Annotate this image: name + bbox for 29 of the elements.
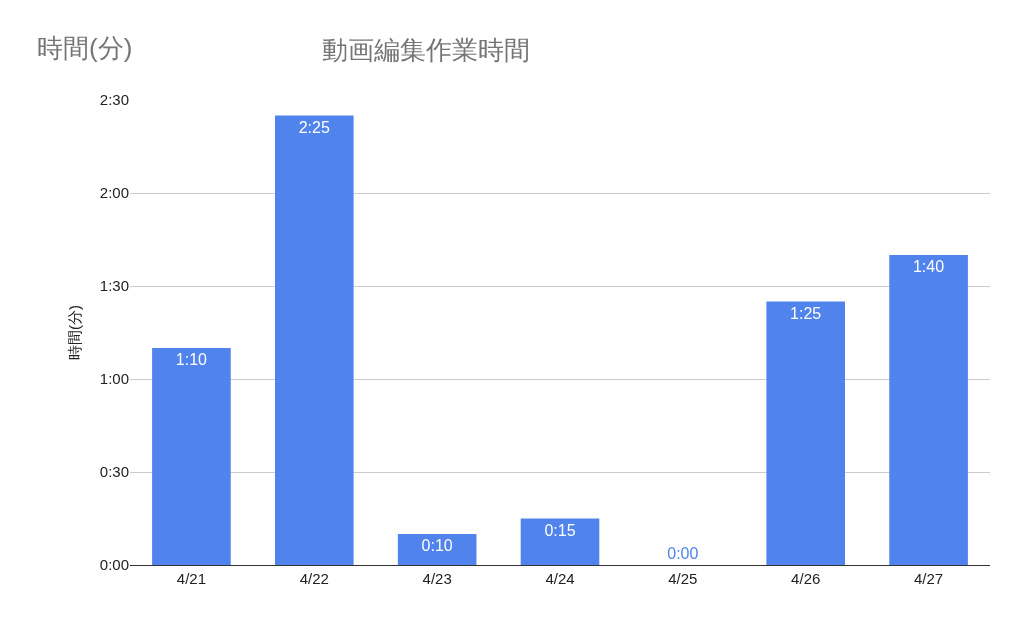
y-tick-label: 1:00 (99, 370, 129, 388)
y-axis-title: 時間(分) (66, 305, 84, 360)
x-tick-label: 4/22 (299, 570, 329, 587)
bar (397, 534, 477, 565)
bar (766, 301, 846, 565)
x-tick-label: 4/21 (176, 570, 207, 587)
x-tick-label: 4/23 (422, 570, 452, 587)
data-label: 0:15 (544, 521, 576, 539)
y-tick-label: 2:00 (99, 184, 129, 202)
text: 時間(分) (37, 33, 133, 63)
bar (152, 348, 231, 565)
x-tick-label: 4/27 (913, 570, 944, 587)
data-label: 0:10 (421, 537, 453, 554)
bar (889, 255, 968, 565)
y-tick-label: 0:30 (99, 463, 129, 481)
y-tick-label: 1:30 (99, 277, 129, 295)
bar (274, 115, 354, 565)
data-label: 1:25 (790, 304, 822, 322)
x-tick-label: 4/26 (791, 570, 821, 587)
x-tick-label: 4/24 (545, 570, 575, 587)
y-tick-label: 2:30 (99, 91, 129, 109)
bar (520, 518, 600, 565)
data-label: 1:10 (175, 351, 208, 368)
y-tick-label: 0:00 (99, 556, 129, 574)
data-label: 0:00 (667, 545, 699, 562)
data-label: 1:40 (912, 258, 945, 275)
data-label: 2:25 (298, 118, 330, 136)
chart-title: 動画編集作業時間 (322, 35, 530, 66)
x-tick-label: 4/25 (668, 570, 698, 587)
